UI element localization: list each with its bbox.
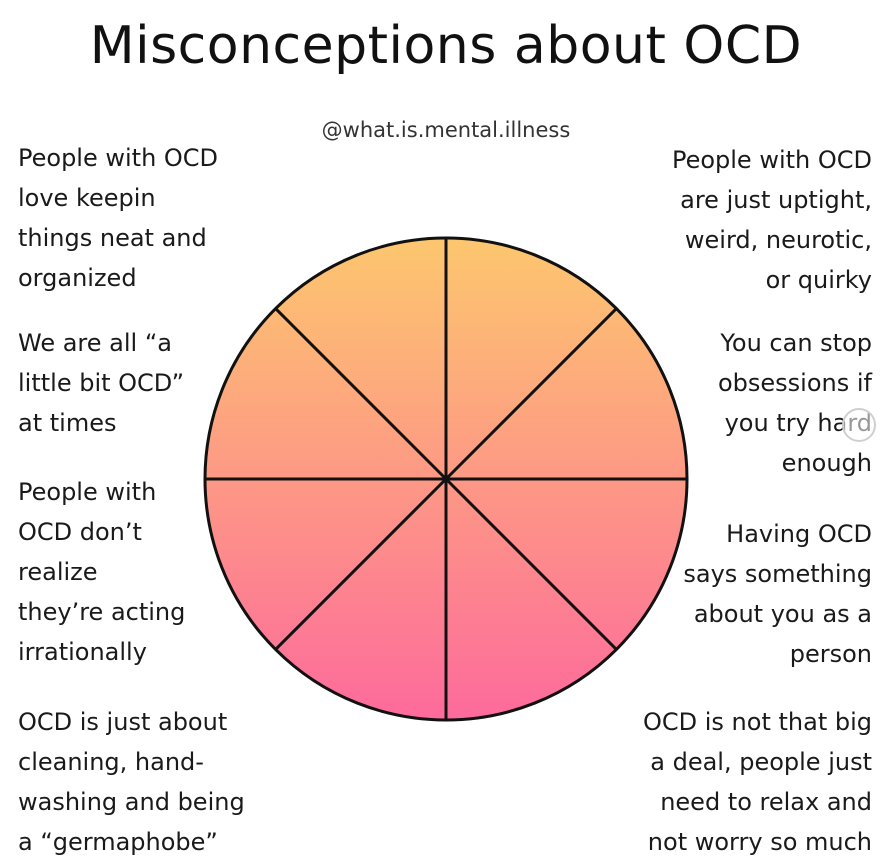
misconception-dont-realize: People with OCD don’t realize they’re ac… — [18, 478, 186, 666]
misconception-neat-organized: People with OCD love keepin things neat … — [18, 144, 219, 292]
misconception-cleaning: OCD is just about cleaning, hand- washin… — [18, 708, 245, 856]
wheel-divider — [444, 477, 618, 651]
wheel-divider — [274, 307, 448, 481]
misconception-little-bit-ocd: We are all “a little bit OCD” at times — [18, 329, 185, 437]
wheel-divider — [274, 477, 448, 651]
misconception-says-something: Having OCD says something about you as a… — [683, 520, 872, 668]
page-title: Misconceptions about OCD — [89, 16, 803, 76]
author-handle: @what.is.mental.illness — [321, 118, 571, 142]
carousel-next-indicator[interactable] — [842, 408, 876, 442]
misconception-uptight-quirky: People with OCD are just uptight, weird,… — [671, 146, 872, 294]
wheel-divider — [444, 307, 618, 481]
misconception-stop-obsessions: You can stop obsessions if you try hard … — [717, 329, 872, 477]
misconception-not-big-deal: OCD is not that big a deal, people just … — [643, 708, 872, 856]
